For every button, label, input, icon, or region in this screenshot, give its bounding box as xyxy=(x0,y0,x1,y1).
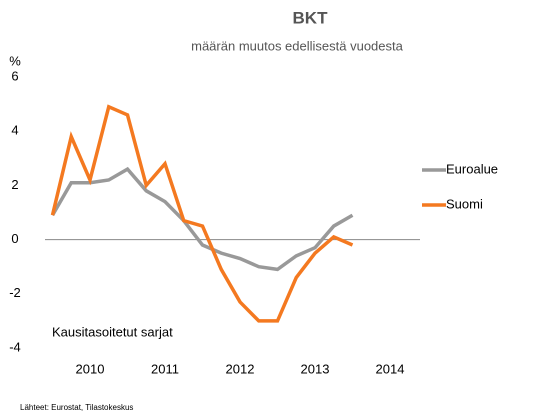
x-tick-label: 2014 xyxy=(376,361,405,376)
series-line xyxy=(50,104,354,323)
source: Lähteet: Eurostat, Tilastokeskus xyxy=(20,403,133,412)
annotation: Kausitasoitetut sarjat xyxy=(52,324,173,339)
y-axis-label: % xyxy=(9,53,21,68)
x-tick-label: 2013 xyxy=(301,361,330,376)
chart-subtitle: määrän muutos edellisestä vuodesta xyxy=(191,38,404,53)
chart-title: BKT xyxy=(293,8,329,27)
legend-label: Suomi xyxy=(446,196,483,211)
y-tick-label: -2 xyxy=(9,285,21,300)
y-tick-label: 4 xyxy=(11,123,18,138)
y-tick-label: 0 xyxy=(11,231,18,246)
x-tick-label: 2012 xyxy=(226,361,255,376)
y-tick-label: 6 xyxy=(11,68,18,83)
x-tick-label: 2010 xyxy=(76,361,105,376)
series-line xyxy=(50,166,354,272)
x-tick-label: 2011 xyxy=(151,361,179,376)
legend-label: Euroalue xyxy=(446,161,498,176)
y-tick-label: -4 xyxy=(9,339,21,354)
y-tick-label: 2 xyxy=(11,177,18,192)
